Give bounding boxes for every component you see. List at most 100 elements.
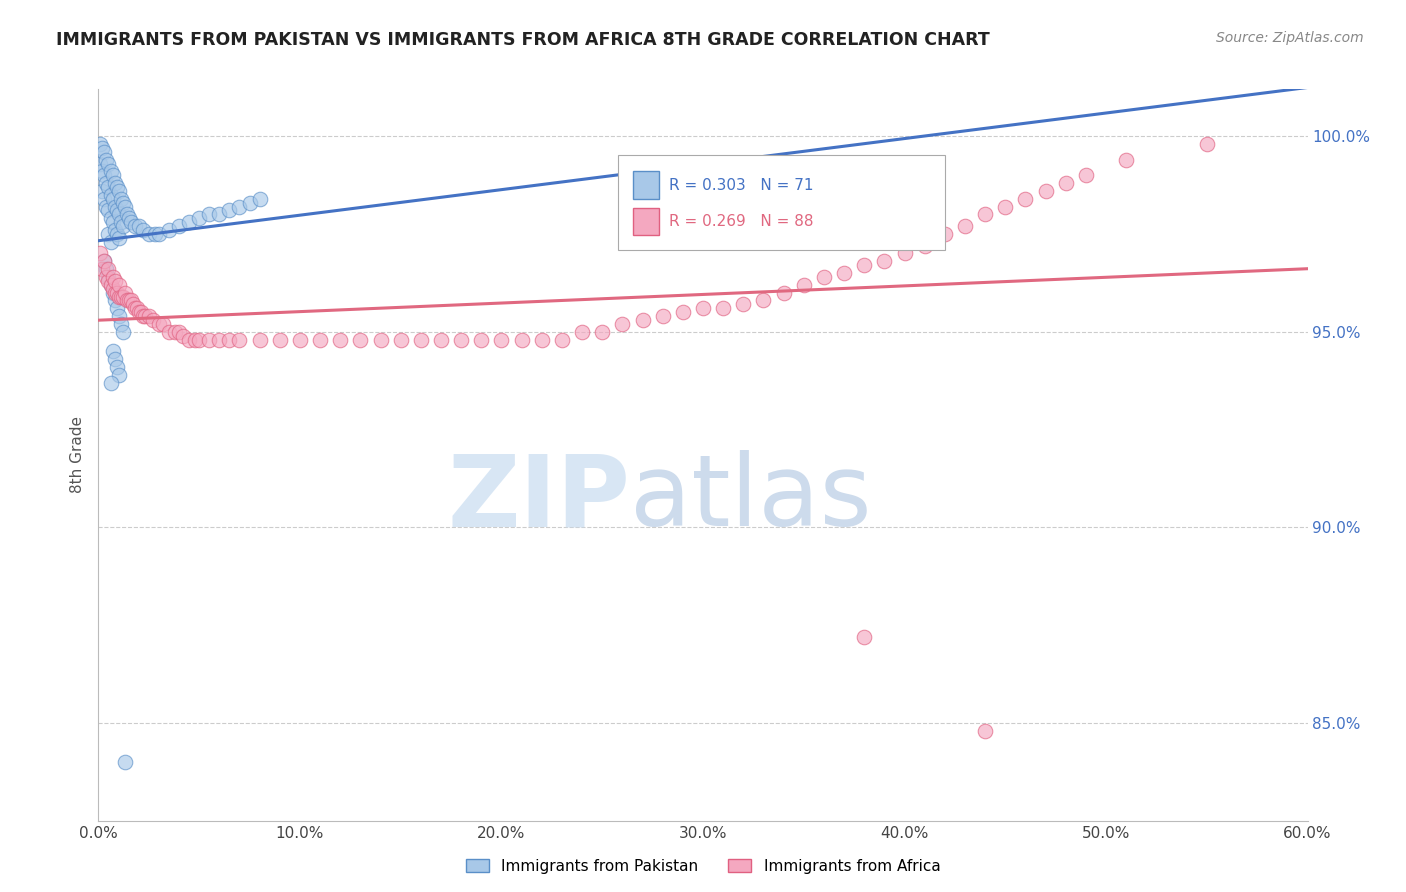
Point	[103, 274, 125, 288]
Point	[470, 333, 492, 347]
Point	[115, 207, 138, 221]
Y-axis label: 8th Grade: 8th Grade	[70, 417, 86, 493]
Point	[93, 145, 115, 159]
Point	[179, 333, 201, 347]
Text: atlas: atlas	[630, 450, 872, 548]
Point	[101, 344, 124, 359]
Point	[100, 211, 122, 226]
Bar	[633, 171, 659, 199]
Point	[89, 246, 111, 260]
Point	[93, 254, 115, 268]
Point	[101, 192, 124, 206]
Point	[631, 313, 654, 327]
Point	[198, 207, 221, 221]
Point	[120, 293, 142, 308]
Point	[115, 293, 138, 308]
Point	[107, 309, 129, 323]
Point	[111, 289, 134, 303]
Point	[93, 192, 115, 206]
Point	[120, 215, 142, 229]
Point	[132, 223, 155, 237]
Point	[107, 289, 129, 303]
Point	[97, 269, 120, 284]
Point	[110, 317, 132, 331]
Point	[148, 227, 170, 241]
Point	[239, 195, 262, 210]
Point	[893, 246, 915, 260]
Point	[430, 333, 453, 347]
Point	[188, 333, 211, 347]
Point	[97, 274, 120, 288]
Point	[91, 141, 114, 155]
Point	[91, 262, 114, 277]
Point	[132, 309, 155, 323]
Point	[409, 333, 432, 347]
Text: ZIP: ZIP	[447, 450, 630, 548]
Point	[114, 285, 136, 300]
Point	[105, 285, 128, 300]
Text: R = 0.303   N = 71: R = 0.303 N = 71	[669, 178, 814, 193]
Point	[793, 277, 815, 292]
Legend: Immigrants from Pakistan, Immigrants from Africa: Immigrants from Pakistan, Immigrants fro…	[460, 853, 946, 880]
Point	[832, 266, 855, 280]
Point	[111, 219, 134, 233]
Point	[249, 333, 271, 347]
Point	[853, 258, 876, 272]
Point	[1074, 168, 1097, 182]
Point	[692, 301, 714, 316]
Point	[157, 223, 180, 237]
Point	[269, 333, 291, 347]
Point	[974, 207, 997, 221]
Point	[105, 301, 128, 316]
Point	[389, 333, 412, 347]
Point	[142, 313, 165, 327]
Point	[125, 301, 148, 316]
Point	[89, 156, 111, 170]
Point	[101, 282, 124, 296]
Point	[530, 333, 553, 347]
Point	[91, 184, 114, 198]
Point	[772, 285, 794, 300]
Point	[733, 297, 755, 311]
Point	[110, 215, 132, 229]
Point	[105, 359, 128, 374]
Point	[100, 164, 122, 178]
Point	[138, 309, 160, 323]
Point	[105, 180, 128, 194]
Point	[107, 207, 129, 221]
Point	[107, 368, 129, 382]
Point	[110, 289, 132, 303]
Point	[974, 723, 997, 738]
Point	[103, 293, 125, 308]
Point	[309, 333, 332, 347]
Point	[571, 325, 593, 339]
Point	[134, 309, 156, 323]
Point	[143, 227, 166, 241]
Text: R = 0.269   N = 88: R = 0.269 N = 88	[669, 214, 814, 229]
Point	[128, 219, 150, 233]
Point	[172, 328, 194, 343]
Point	[124, 301, 146, 316]
Point	[184, 333, 207, 347]
Point	[1014, 192, 1036, 206]
Point	[96, 153, 118, 167]
Point	[349, 333, 371, 347]
Point	[96, 176, 118, 190]
Point	[914, 238, 936, 252]
Point	[96, 262, 118, 277]
Point	[96, 269, 118, 284]
Point	[100, 277, 122, 292]
Point	[101, 215, 124, 229]
Point	[167, 219, 190, 233]
Point	[551, 333, 574, 347]
Point	[105, 203, 128, 218]
Point	[97, 262, 120, 277]
Point	[853, 630, 876, 644]
Point	[97, 156, 120, 170]
Point	[1195, 136, 1218, 151]
Point	[651, 309, 673, 323]
Point	[228, 200, 250, 214]
Point	[89, 136, 111, 151]
Point	[228, 333, 250, 347]
Point	[1054, 176, 1077, 190]
